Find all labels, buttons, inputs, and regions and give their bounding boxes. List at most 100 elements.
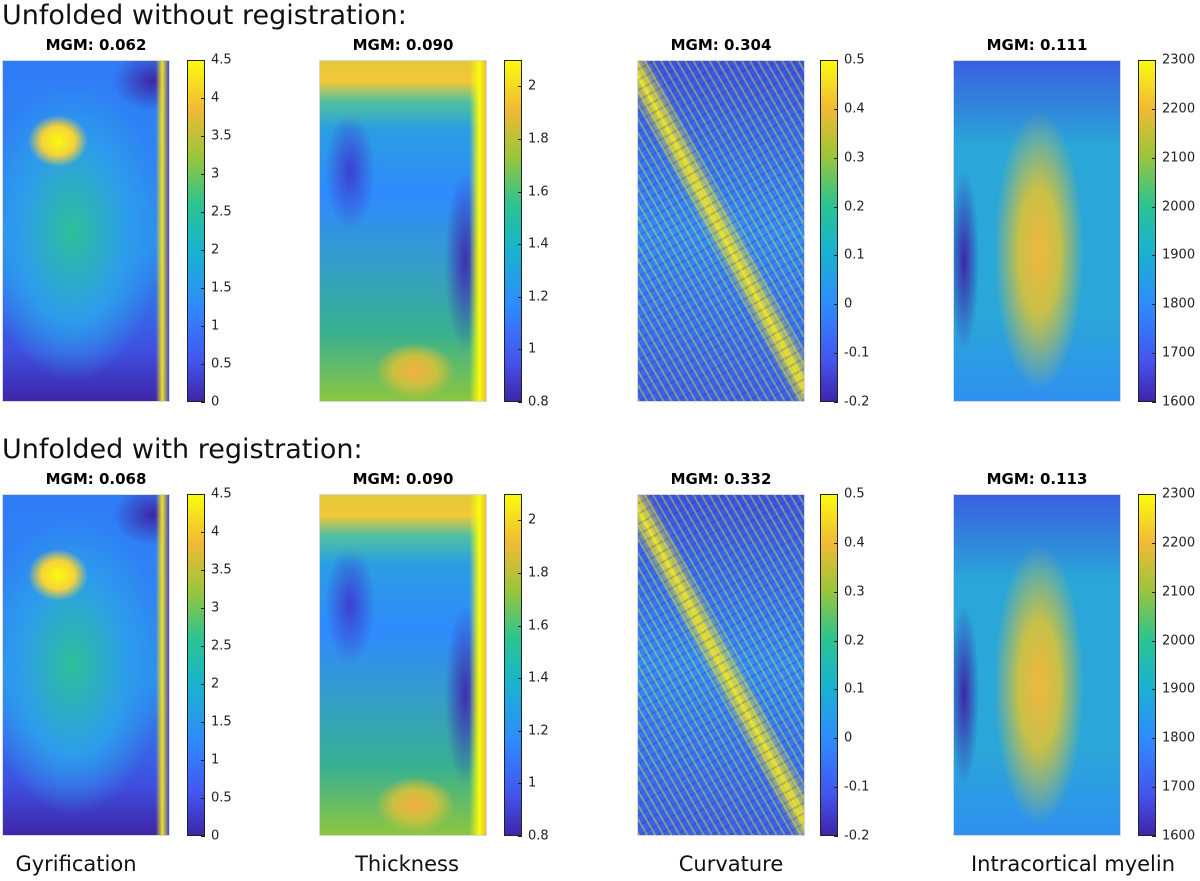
colorbar-tick-label: 2200 <box>1162 101 1196 117</box>
colorbar-tick-label: 2100 <box>1162 584 1196 600</box>
colorbar-tickmark <box>518 244 522 246</box>
row-title-2: Unfolded with registration: <box>2 434 363 465</box>
heatmap-thickness <box>319 60 487 402</box>
colorbar-tickmark <box>1152 689 1156 691</box>
colorbar-tickmark <box>1152 206 1156 208</box>
colorbar-tick-label: 0 <box>844 730 853 746</box>
colorbar <box>187 494 205 836</box>
colorbar-tickmark <box>201 364 205 365</box>
colorbar-tick-label: 0.8 <box>528 828 549 844</box>
colorbar <box>504 494 522 836</box>
colorbar-tick-label: 1800 <box>1162 296 1196 312</box>
colorbar-tick-label: 3.5 <box>211 128 232 144</box>
colorbar-tick-label: 1.5 <box>211 714 232 730</box>
colorbar-tick-label: 1 <box>211 318 220 334</box>
colorbar-tickmark <box>518 572 522 574</box>
colorbar-tick-label: 1600 <box>1162 394 1196 410</box>
row-title-1: Unfolded without registration: <box>2 0 407 31</box>
colorbar-tickmark <box>1152 60 1156 61</box>
colorbar-tickmark <box>201 326 205 327</box>
colorbar <box>1138 60 1156 402</box>
colorbar-tick-label: 1.2 <box>528 289 549 305</box>
colorbar-tickmark <box>1152 353 1156 355</box>
colorbar-tick-label: 2.5 <box>211 204 232 220</box>
colorbar-tickmark <box>201 174 205 175</box>
colorbar-tickmark <box>201 98 205 99</box>
heatmap-gyrification <box>2 494 170 836</box>
colorbar-tickmark <box>1152 494 1156 495</box>
colorbar-tick-label: 1.6 <box>528 184 549 200</box>
colorbar-tick-label: 2100 <box>1162 150 1196 166</box>
colorbar-tickmark <box>834 542 838 544</box>
colorbar-tickmark <box>201 798 205 799</box>
colorbar-tickmark <box>834 494 838 495</box>
colorbar-tickmark <box>1152 108 1156 110</box>
colorbar-tick-label: 2300 <box>1162 52 1196 68</box>
colorbar-tickmark <box>518 730 522 732</box>
colorbar-tickmark <box>834 738 838 740</box>
colorbar <box>820 60 838 402</box>
colorbar-tick-label: 0.2 <box>844 633 865 649</box>
colorbar-tick-label: -0.1 <box>844 779 870 795</box>
colorbar <box>1138 494 1156 836</box>
heatmap-curvature <box>637 60 805 402</box>
colorbar-tick-label: 0.4 <box>844 101 865 117</box>
colorbar-tick-label: 1.6 <box>528 618 549 634</box>
colorbar <box>504 60 522 402</box>
colorbar-tick-label: 3.5 <box>211 562 232 578</box>
colorbar-tickmark <box>834 836 838 837</box>
heatmap-curvature <box>637 494 805 836</box>
colorbar-tick-label: 0.2 <box>844 199 865 215</box>
colorbar-tickmark <box>1152 591 1156 593</box>
panel-title: MGM: 0.111 <box>986 36 1088 54</box>
colorbar-tick-label: 1 <box>528 341 537 357</box>
colorbar-tick-label: -0.1 <box>844 345 870 361</box>
colorbar-tickmark <box>201 212 205 213</box>
colorbar-tickmark <box>518 86 522 88</box>
colorbar-tickmark <box>201 608 205 609</box>
colorbar-tick-label: 0 <box>211 394 220 410</box>
colorbar-tick-label: 0.5 <box>211 356 232 372</box>
colorbar-tick-label: 2200 <box>1162 535 1196 551</box>
colorbar-tick-label: 4 <box>211 90 220 106</box>
heatmap-intracortical-myelin <box>953 494 1121 836</box>
colorbar-tick-label: 0.5 <box>211 790 232 806</box>
colorbar-tickmark <box>201 136 205 137</box>
colorbar-tickmark <box>834 787 838 789</box>
colorbar-tick-label: 2 <box>211 242 220 258</box>
column-label-gyrification: Gyrification <box>15 852 137 876</box>
colorbar-tickmark <box>518 191 522 193</box>
colorbar-tick-label: 1.2 <box>528 723 549 739</box>
colorbar-tick-label: 0.1 <box>844 681 865 697</box>
panel-title: MGM: 0.068 <box>45 470 147 488</box>
colorbar <box>187 60 205 402</box>
colorbar-tickmark <box>834 108 838 110</box>
colorbar-tick-label: 3 <box>211 600 220 616</box>
colorbar-tickmark <box>1152 640 1156 642</box>
colorbar-tick-label: 1.8 <box>528 565 549 581</box>
colorbar-tick-label: 0.5 <box>844 52 865 68</box>
colorbar <box>820 494 838 836</box>
colorbar-tickmark <box>834 255 838 257</box>
colorbar-tick-label: 2000 <box>1162 199 1196 215</box>
panel-title: MGM: 0.090 <box>352 36 454 54</box>
colorbar-tick-label: 4.5 <box>211 52 232 68</box>
panel-title: MGM: 0.304 <box>670 36 772 54</box>
colorbar-tickmark <box>201 288 205 289</box>
colorbar-tickmark <box>1152 402 1156 403</box>
column-label-curvature: Curvature <box>678 852 784 876</box>
colorbar-tick-label: 1700 <box>1162 345 1196 361</box>
colorbar-tickmark <box>518 520 522 522</box>
colorbar-tickmark <box>1152 157 1156 159</box>
colorbar-tickmark <box>201 60 205 61</box>
column-label-intracortical-myelin: Intracortical myelin <box>970 852 1176 876</box>
panel-title: MGM: 0.062 <box>45 36 147 54</box>
panel-title: MGM: 0.113 <box>986 470 1088 488</box>
colorbar-tickmark <box>834 353 838 355</box>
colorbar-tickmark <box>1152 542 1156 544</box>
colorbar-tick-label: 1700 <box>1162 779 1196 795</box>
colorbar-tickmark <box>201 250 205 251</box>
colorbar-tickmark <box>518 678 522 680</box>
colorbar-tickmark <box>201 760 205 761</box>
colorbar-tick-label: 1900 <box>1162 247 1196 263</box>
